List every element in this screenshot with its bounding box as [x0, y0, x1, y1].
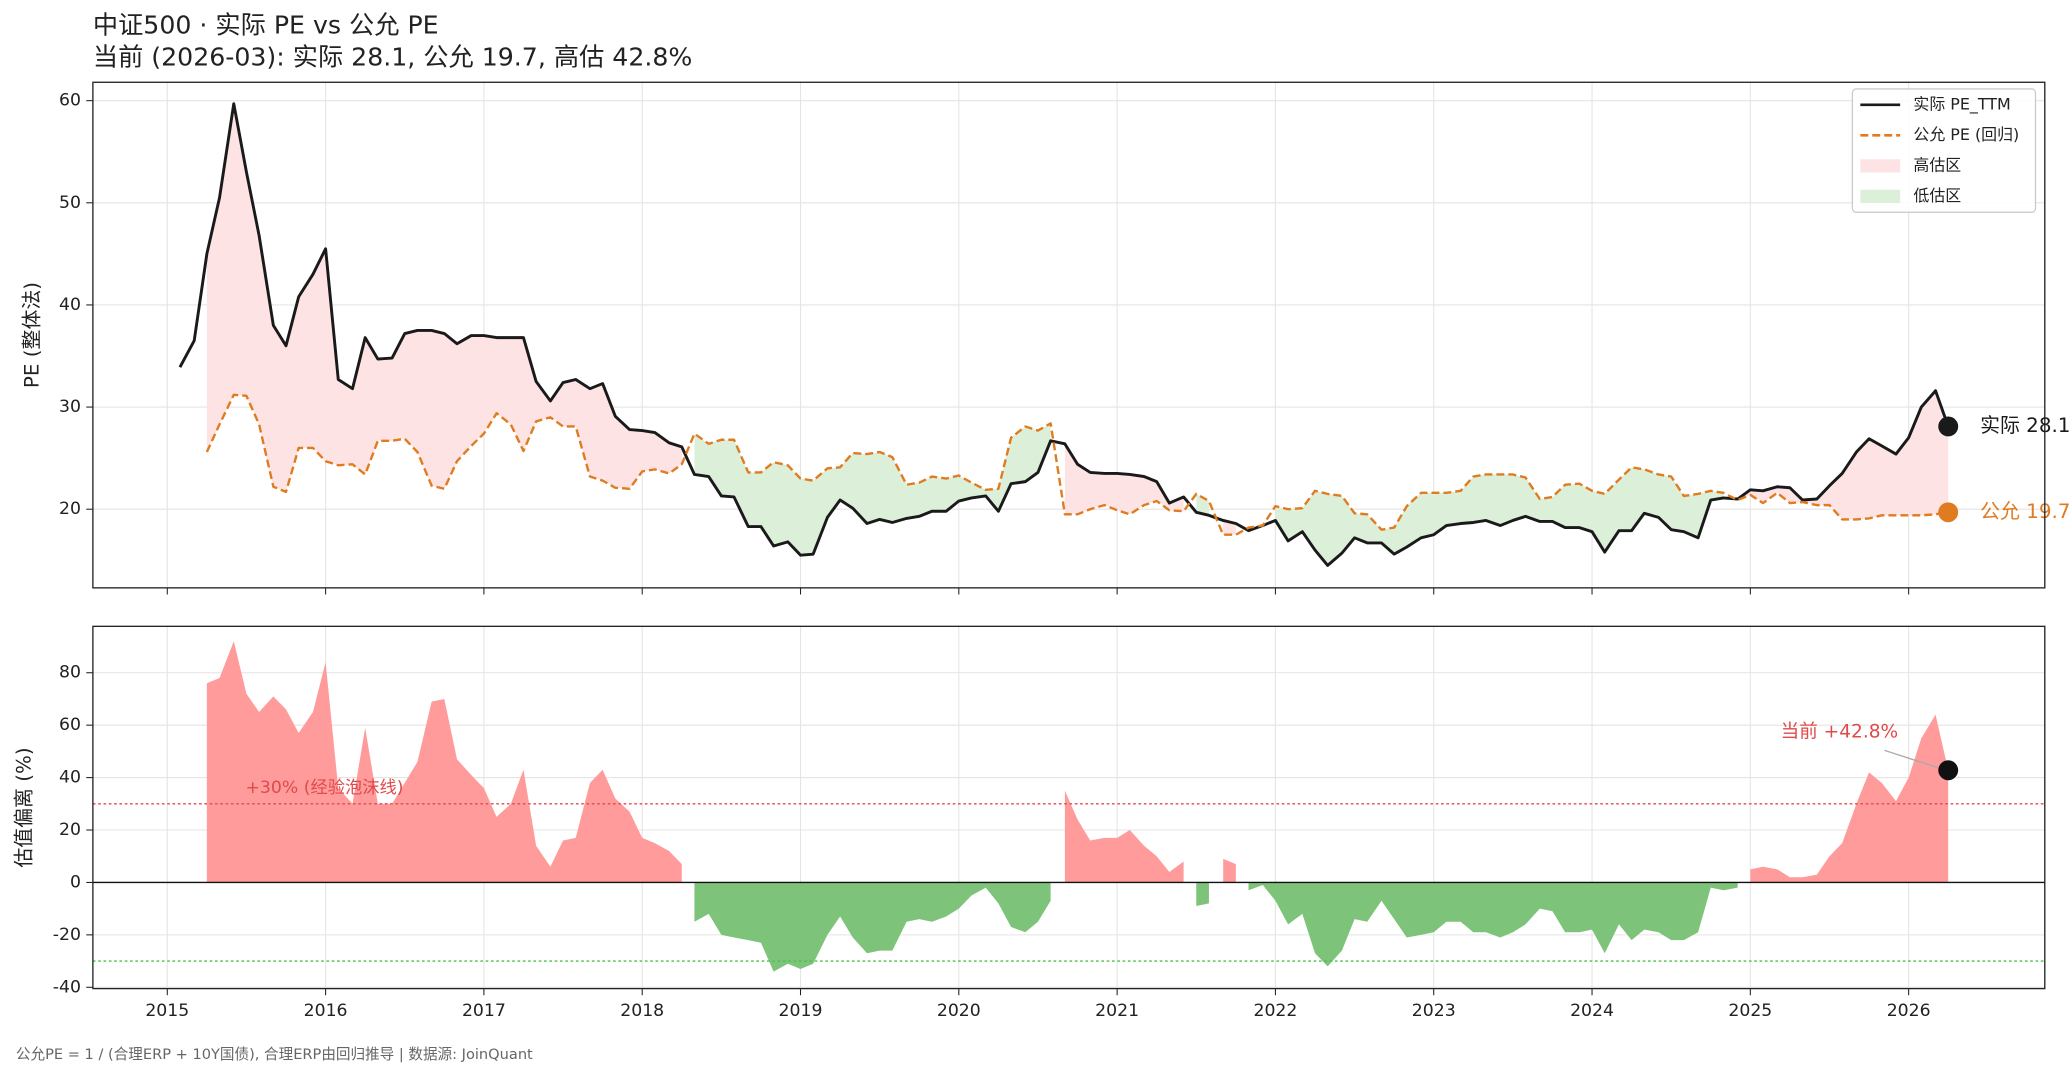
reference-label: +30% (经验泡沫线) — [245, 778, 403, 798]
valuation-region — [206, 103, 682, 492]
legend-label: 低估区 — [1913, 186, 1961, 205]
deviation-area — [1064, 790, 1184, 883]
footer: 公允PE = 1 / (合理ERP + 10Y国债), 合理ERP由回归推导 |… — [16, 1046, 533, 1063]
legend-swatch — [1860, 189, 1901, 204]
x-tick-label: 2016 — [304, 1001, 348, 1021]
axes-frame — [92, 625, 2046, 990]
end-label: 公允 19.7 — [1980, 500, 2070, 523]
chart-subtitle: 当前 (2026-03): 实际 28.1, 公允 19.7, 高估 42.8% — [93, 42, 692, 71]
x-tick-label: 2022 — [1253, 1001, 1297, 1021]
series-line — [205, 393, 1949, 536]
x-tick-label: 2026 — [1887, 1001, 1931, 1021]
legend-label: 实际 PE_TTM — [1913, 94, 2010, 114]
x-tick-label: 2015 — [145, 1001, 189, 1021]
end-marker — [1938, 416, 1959, 437]
deviation-area — [1223, 858, 1236, 883]
y-tick-label: 0 — [70, 872, 81, 892]
x-tick-label: 2019 — [779, 1001, 823, 1021]
x-tick-label: 2018 — [620, 1001, 664, 1021]
x-tick-label: 2017 — [462, 1001, 506, 1021]
legend-swatch — [1860, 159, 1901, 173]
x-tick-label: 2020 — [937, 1001, 981, 1021]
y-axis-label: 估值偏离 (%) — [13, 747, 36, 867]
x-tick-label: 2025 — [1728, 1001, 1772, 1021]
legend-label: 高估区 — [1913, 155, 1961, 174]
x-tick-label: 2024 — [1570, 1001, 1614, 1021]
valuation-region — [694, 423, 1051, 556]
deviation-area — [1750, 714, 1949, 883]
axes-frame — [92, 81, 2046, 589]
legend-label: 公允 PE (回归) — [1913, 125, 2019, 144]
y-tick-label: 60 — [59, 715, 81, 735]
end-label: 实际 28.1 — [1980, 414, 2070, 437]
y-axis-label: PE (整体法) — [21, 282, 44, 388]
y-tick-label: 40 — [59, 295, 81, 315]
deviation-area — [1248, 882, 1738, 967]
chart-title: 中证500 · 实际 PE vs 公允 PE — [93, 11, 439, 40]
y-tick-label: 20 — [59, 820, 81, 840]
x-tick-label: 2023 — [1412, 1001, 1456, 1021]
y-tick-label: 80 — [59, 663, 81, 683]
y-tick-label: 60 — [59, 91, 81, 111]
valuation-region — [1737, 390, 1949, 520]
deviation-area — [1196, 882, 1209, 907]
series-line — [178, 102, 1950, 567]
annotation-arrow — [1884, 749, 1938, 769]
y-tick-label: 20 — [59, 499, 81, 519]
deviation-area — [206, 641, 682, 883]
current-marker — [1938, 760, 1959, 781]
legend-box — [1851, 88, 2037, 213]
annotation: 当前 +42.8% — [1781, 721, 1899, 742]
end-marker — [1938, 502, 1959, 523]
x-tick-label: 2021 — [1095, 1001, 1139, 1021]
y-tick-label: 50 — [59, 193, 81, 213]
y-tick-label: 40 — [59, 768, 81, 788]
y-tick-label: -20 — [53, 925, 81, 945]
y-tick-label: 30 — [59, 397, 81, 417]
y-tick-label: -40 — [53, 977, 81, 997]
deviation-area — [694, 882, 1051, 972]
valuation-region — [1064, 443, 1184, 515]
